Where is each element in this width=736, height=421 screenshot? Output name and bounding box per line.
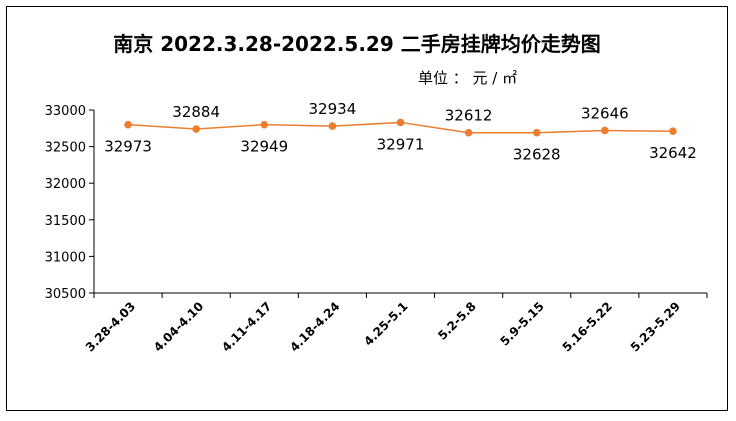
y-tick-label: 30500 [45, 287, 86, 302]
x-tick-label: 4.04-4.10 [151, 299, 206, 354]
chart-frame: 南京 2022.3.28-2022.5.29 二手房挂牌均价走势图 单位 ： 元… [6, 6, 728, 411]
y-ticks: 30500 31000 31500 32000 32500 33000 [45, 104, 94, 302]
data-point [464, 128, 473, 137]
data-label: 32973 [104, 138, 152, 156]
x-tick-label: 5.23-5.29 [628, 299, 683, 354]
x-tick-label: 3.28-4.03 [83, 299, 138, 354]
y-tick-label: 31500 [45, 214, 86, 229]
data-label: 32934 [309, 100, 357, 118]
data-label: 32612 [445, 107, 493, 125]
x-tick-label: 5.16-5.22 [560, 299, 615, 354]
data-label: 32884 [172, 103, 220, 121]
x-tick-label: 4.18-4.24 [287, 299, 342, 354]
data-point [260, 120, 269, 129]
data-point [396, 118, 405, 127]
data-label: 32646 [581, 104, 629, 122]
data-label: 32642 [649, 144, 697, 162]
y-tick-label: 32500 [45, 141, 86, 156]
data-points [124, 118, 677, 137]
data-label: 32628 [513, 146, 561, 164]
data-label: 32971 [377, 135, 425, 153]
x-tick-label: 4.11-4.17 [219, 299, 274, 354]
chart-title: 南京 2022.3.28-2022.5.29 二手房挂牌均价走势图 [113, 32, 600, 56]
data-labels: 32973 32884 32949 32934 32971 32612 32628 32646… [104, 100, 697, 164]
y-tick-label: 32000 [45, 177, 86, 192]
y-tick-label: 31000 [45, 250, 86, 265]
unit-label: 单位 ： 元 / ㎡ [418, 69, 517, 87]
data-point [601, 126, 609, 135]
y-tick-label: 33000 [45, 104, 86, 119]
data-point [669, 127, 677, 136]
x-ticks: 3.28-4.03 4.04-4.10 4.11-4.17 4.18-4.24 4.25… [83, 293, 708, 355]
data-point [328, 122, 337, 130]
x-tick-label: 5.9-5.15 [497, 299, 546, 348]
data-point [124, 120, 132, 129]
data-point [192, 125, 200, 133]
data-point [532, 128, 541, 137]
data-label: 32949 [240, 138, 288, 156]
line-chart: 南京 2022.3.28-2022.5.29 二手房挂牌均价走势图 单位 ： 元… [45, 32, 708, 355]
x-tick-label: 5.2-5.8 [435, 299, 478, 342]
x-tick-label: 4.25-5.1 [361, 299, 410, 348]
